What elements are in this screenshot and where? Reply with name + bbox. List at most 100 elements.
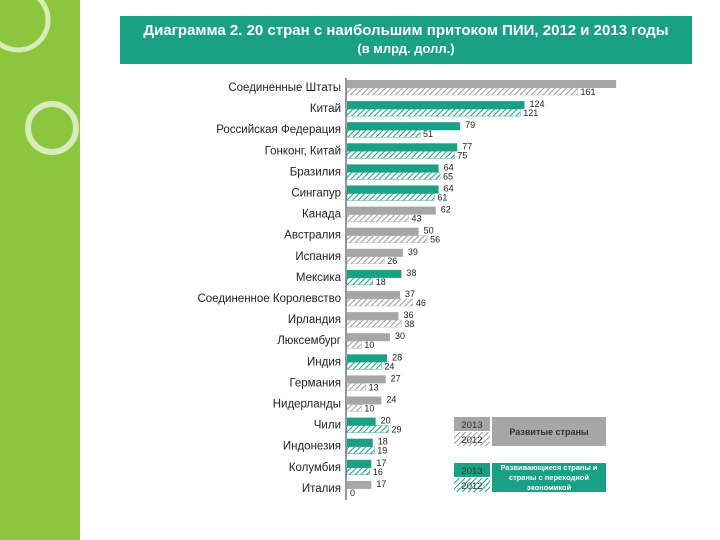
bar-2013 [347,143,458,152]
legend-year-2013: 2013 [461,420,482,431]
value-label-2012: 24 [384,361,394,371]
category-label: Соединенное Королевство [197,293,341,305]
bar-2012 [346,467,371,475]
bar-2013 [347,227,419,236]
value-label-2012: 10 [364,340,374,350]
legend-label-container: Развивающиеся страны и страны с переходн… [500,463,598,492]
bar-2013 [347,375,386,384]
bar-2013 [347,122,461,131]
bar-2012 [346,214,409,222]
value-label-2012: 43 [412,214,422,224]
category-label: Гонконг, Китай [265,145,341,157]
value-label-2012: 0 [350,488,355,498]
bar-2012 [346,446,375,454]
legend-swatch-developing-2012 [454,478,490,492]
legend-label-developing: Развивающиеся страны и страны с переходн… [500,463,598,492]
value-label-2012: 18 [376,277,386,287]
bar-2012 [346,235,428,243]
value-label-2012: 19 [377,446,387,456]
value-label-2013: 24 [386,395,396,405]
legend-year-2013: 2013 [461,466,482,477]
value-label-2013: 124 [530,99,545,109]
category-label: Колумбия [289,462,341,474]
bar-2012 [346,319,402,328]
category-label: Нидерланды [273,399,341,411]
category-label: Китай [310,103,341,115]
bar-2013 [347,206,436,215]
bar-2012 [346,341,362,349]
value-label-2012: 16 [373,467,383,477]
bar-2013 [347,480,372,489]
value-label-2013: 62 [441,205,451,215]
category-label: Российская Федерация [216,124,341,136]
value-label-2012: 38 [404,319,414,329]
value-label-2012: 13 [369,382,379,392]
value-label-2012: 29 [392,425,402,435]
bar-2013 [347,438,373,447]
value-label-2012: 26 [387,256,397,266]
ring-middle [25,101,79,155]
category-label: Люксембург [277,335,341,347]
category-label: Чили [314,420,341,432]
value-label-2013: 17 [376,458,386,468]
value-label-2012: 75 [457,150,467,160]
bar-2013 [347,459,372,468]
bar-2013 [347,101,525,110]
value-label-2013: 64 [444,184,454,194]
value-label-2012: 46 [416,298,426,308]
value-label-2013: 50 [424,226,434,236]
bar-2013 [347,354,388,363]
legend-label-developed: Развитые страны [509,426,589,437]
bar-2012 [346,193,435,201]
bar-2012 [346,277,373,286]
value-label-2013: 18 [378,437,388,447]
category-label: Германия [289,377,341,389]
bar-2013 [347,291,400,299]
bar-2012 [346,130,421,138]
category-label: Мексика [296,272,342,284]
bar-2013 [347,396,382,405]
value-label-2012: 161 [580,87,595,97]
category-label: Сингапур [291,188,341,200]
value-label-2013: 79 [465,120,475,130]
bar-2013 [347,185,439,194]
bar-chart: Соединенные Штаты188161Китай124121Россий… [197,78,617,500]
bar-2012 [346,172,441,180]
legend-box-developed [492,417,606,446]
value-label-2012: 51 [423,129,433,139]
legend-year-2012: 2012 [461,481,482,492]
value-label-2013: 20 [381,416,391,426]
bar-2012 [346,383,366,391]
value-label-2012: 121 [523,108,538,118]
category-label: Индонезия [283,441,341,453]
legend: 2013 2012 Развитые страны 2013 2012 Развивающ… [454,417,606,492]
ring-top [0,0,51,53]
bars-layer: Соединенные Штаты188161Китай124121Россий… [197,80,617,498]
bar-2012 [346,151,455,159]
category-label: Испания [295,251,341,263]
bar-2012 [346,256,385,265]
bar-2012 [346,404,362,412]
value-label-2013: 36 [404,310,414,320]
legend-year-2012: 2012 [461,435,482,446]
chart-header: Диаграмма 2. 20 стран с наибольшим прито… [120,16,692,64]
value-label-2013: 37 [405,289,415,299]
value-label-2013: 17 [376,479,386,489]
legend-swatch-developed-2012 [454,432,490,446]
value-label-2013: 30 [395,331,405,341]
legend-swatch-developed-2013 [454,417,490,431]
bar-2013 [347,333,390,342]
value-label-2012: 65 [443,171,453,181]
legend-swatch-developing-2013 [454,463,490,477]
value-label-2012: 56 [430,235,440,245]
chart-subtitle: (в млрд. долл.) [357,41,455,56]
bar-2012 [346,362,382,370]
legend-box-developing [492,463,606,492]
category-label: Италия [302,483,341,495]
value-label-2013: 39 [408,247,418,257]
value-label-2012: 10 [364,404,374,414]
bar-2013 [347,312,399,321]
bar-2013 [347,248,403,257]
bar-2012 [346,425,389,433]
value-label-2013: 77 [462,141,472,151]
